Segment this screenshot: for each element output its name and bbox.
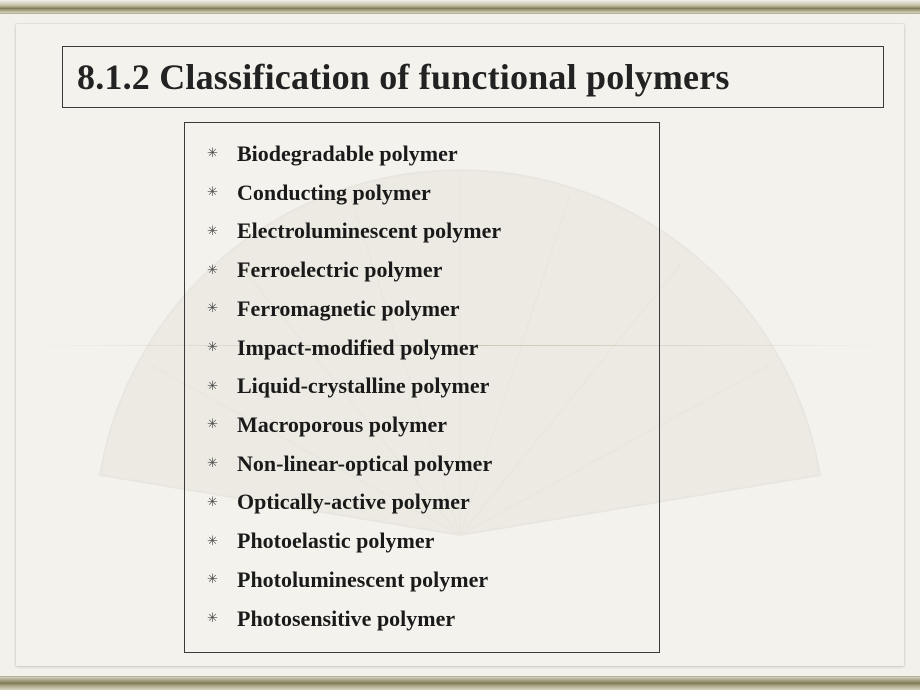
list-item: Liquid-crystalline polymer xyxy=(203,367,641,406)
list-item: Photoelastic polymer xyxy=(203,522,641,561)
list-item: Impact-modified polymer xyxy=(203,329,641,368)
polymer-list: Biodegradable polymer Conducting polymer… xyxy=(203,135,641,638)
slide-title: 8.1.2 Classification of functional polym… xyxy=(77,56,730,98)
list-item: Biodegradable polymer xyxy=(203,135,641,174)
slide-canvas: 8.1.2 Classification of functional polym… xyxy=(16,24,904,666)
list-item: Macroporous polymer xyxy=(203,406,641,445)
list-item: Ferroelectric polymer xyxy=(203,251,641,290)
list-item: Photoluminescent polymer xyxy=(203,561,641,600)
content-list-box: Biodegradable polymer Conducting polymer… xyxy=(184,122,660,653)
top-decorative-band xyxy=(0,0,920,14)
list-item: Electroluminescent polymer xyxy=(203,212,641,251)
bottom-decorative-band xyxy=(0,676,920,690)
list-item: Photosensitive polymer xyxy=(203,600,641,639)
list-item: Ferromagnetic polymer xyxy=(203,290,641,329)
list-item: Non-linear-optical polymer xyxy=(203,445,641,484)
list-item: Conducting polymer xyxy=(203,174,641,213)
title-box: 8.1.2 Classification of functional polym… xyxy=(62,46,884,108)
list-item: Optically-active polymer xyxy=(203,483,641,522)
